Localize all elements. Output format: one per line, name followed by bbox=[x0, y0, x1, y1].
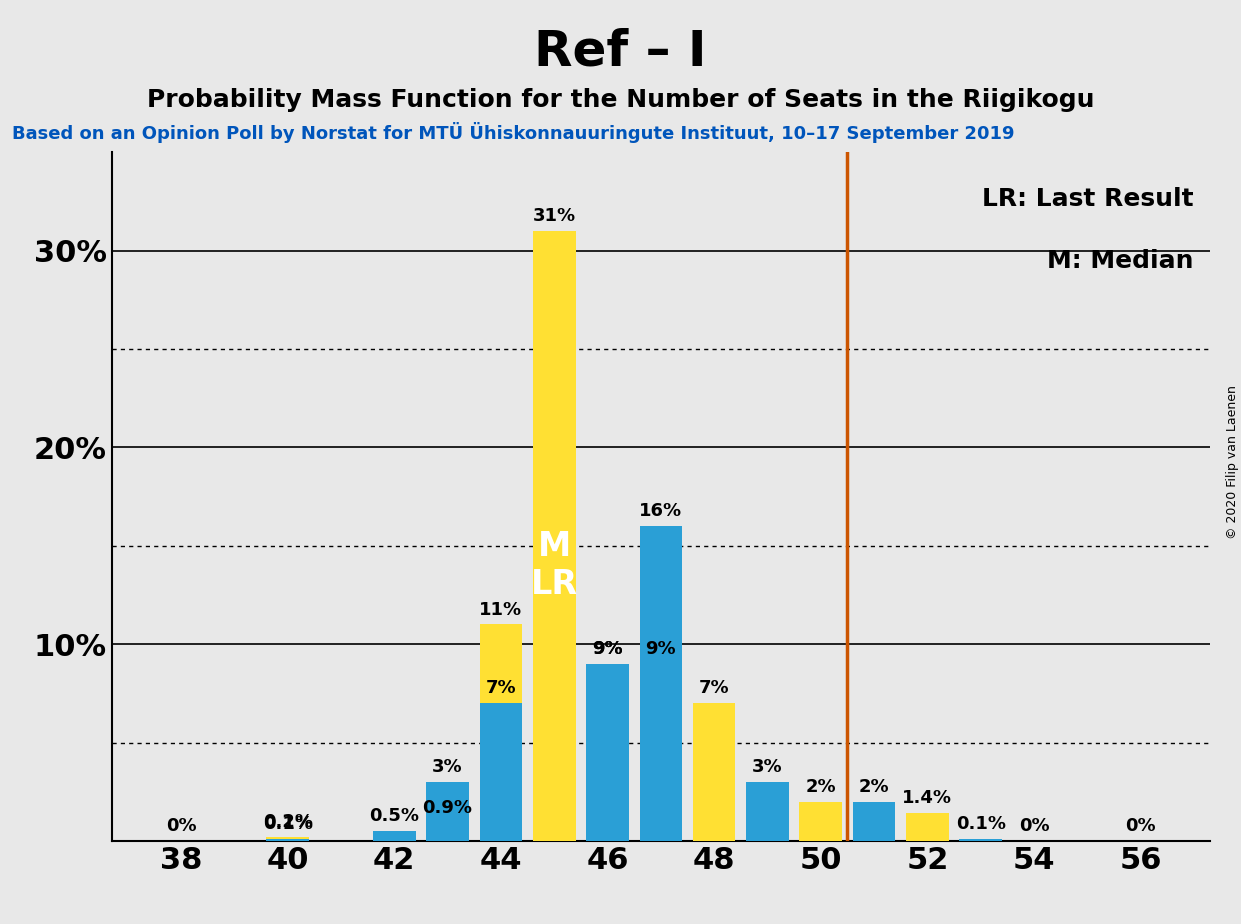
Text: 0%: 0% bbox=[166, 817, 196, 835]
Bar bbox=[853, 801, 896, 841]
Text: © 2020 Filip van Laenen: © 2020 Filip van Laenen bbox=[1226, 385, 1239, 539]
Bar bbox=[906, 813, 948, 841]
Text: 11%: 11% bbox=[479, 601, 522, 618]
Bar bbox=[959, 839, 1001, 841]
Bar bbox=[267, 837, 309, 841]
Bar bbox=[479, 625, 522, 841]
Bar bbox=[639, 526, 683, 841]
Text: 9%: 9% bbox=[592, 640, 623, 658]
Text: M: Median: M: Median bbox=[1047, 249, 1194, 273]
Bar bbox=[426, 823, 469, 841]
Bar bbox=[374, 831, 416, 841]
Text: 0.1%: 0.1% bbox=[263, 815, 313, 833]
Text: 2%: 2% bbox=[859, 778, 890, 796]
Text: 16%: 16% bbox=[639, 503, 683, 520]
Bar bbox=[532, 231, 576, 841]
Text: 1.4%: 1.4% bbox=[902, 789, 952, 808]
Text: Ref – I: Ref – I bbox=[534, 28, 707, 76]
Bar bbox=[586, 663, 629, 841]
Text: 9%: 9% bbox=[645, 640, 676, 658]
Bar bbox=[479, 703, 522, 841]
Text: M
LR: M LR bbox=[531, 529, 578, 602]
Bar bbox=[586, 663, 629, 841]
Bar bbox=[374, 831, 416, 841]
Bar bbox=[799, 801, 843, 841]
Text: 31%: 31% bbox=[532, 207, 576, 225]
Text: 0.9%: 0.9% bbox=[423, 799, 473, 817]
Text: 2%: 2% bbox=[805, 778, 836, 796]
Text: 0%: 0% bbox=[1019, 817, 1050, 835]
Text: 7%: 7% bbox=[485, 679, 516, 698]
Text: 0.2%: 0.2% bbox=[263, 813, 313, 831]
Text: 3%: 3% bbox=[432, 758, 463, 776]
Bar bbox=[426, 782, 469, 841]
Text: 0%: 0% bbox=[1126, 817, 1155, 835]
Text: 9%: 9% bbox=[592, 640, 623, 658]
Text: 3%: 3% bbox=[752, 758, 783, 776]
Text: 0.5%: 0.5% bbox=[370, 807, 419, 825]
Text: 0.1%: 0.1% bbox=[956, 815, 1005, 833]
Text: Based on an Opinion Poll by Norstat for MTÜ Ühiskonnauuringute Instituut, 10–17 : Based on an Opinion Poll by Norstat for … bbox=[12, 122, 1015, 143]
Bar bbox=[267, 839, 309, 841]
Text: 7%: 7% bbox=[699, 679, 730, 698]
Bar bbox=[692, 703, 736, 841]
Text: Probability Mass Function for the Number of Seats in the Riigikogu: Probability Mass Function for the Number… bbox=[146, 88, 1095, 112]
Bar bbox=[639, 663, 683, 841]
Bar bbox=[746, 782, 789, 841]
Text: LR: Last Result: LR: Last Result bbox=[982, 187, 1194, 211]
